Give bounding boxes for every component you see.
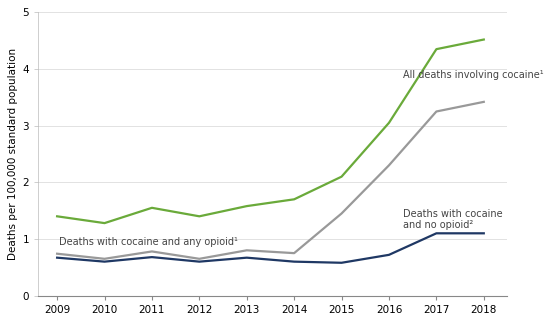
Y-axis label: Deaths per 100,000 standard population: Deaths per 100,000 standard population: [8, 48, 18, 260]
Text: Deaths with cocaine
and no opioid²: Deaths with cocaine and no opioid²: [403, 209, 503, 231]
Text: All deaths involving cocaine¹: All deaths involving cocaine¹: [403, 70, 544, 80]
Text: Deaths with cocaine and any opioid¹: Deaths with cocaine and any opioid¹: [59, 237, 239, 247]
